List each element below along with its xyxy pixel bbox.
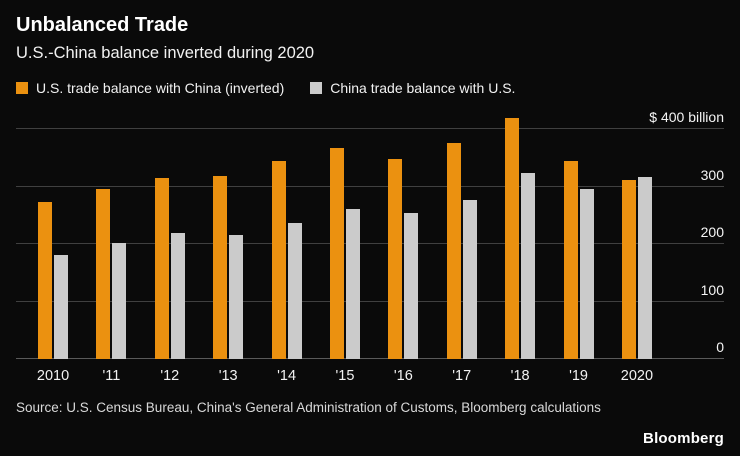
source-note: Source: U.S. Census Bureau, China's Gene…	[16, 400, 601, 415]
legend-item: U.S. trade balance with China (inverted)	[16, 80, 284, 96]
bar	[287, 222, 302, 359]
bar	[579, 188, 594, 359]
bar	[54, 254, 68, 359]
chart-header: Unbalanced Trade U.S.-China balance inve…	[0, 0, 740, 63]
x-tick-label: '16	[393, 368, 413, 384]
bar	[38, 202, 52, 359]
bar	[505, 118, 520, 359]
bar-group	[154, 177, 185, 359]
bar-group	[505, 118, 536, 359]
legend-item: China trade balance with U.S.	[310, 80, 515, 96]
bar-chart: 0 100 200 300 $ 400 billion	[16, 109, 724, 359]
bar	[345, 208, 360, 359]
bar	[271, 160, 286, 359]
chart-title: Unbalanced Trade	[16, 14, 189, 36]
gridline	[16, 300, 724, 302]
x-tick-label: '11	[102, 368, 121, 384]
bar	[329, 147, 344, 359]
x-tick-label: 2010	[36, 368, 70, 384]
legend: U.S. trade balance with China (inverted)…	[0, 80, 740, 96]
bar-group	[213, 175, 244, 359]
bar-group	[96, 189, 127, 359]
x-axis-labels: 2010 '11 '12 '13 '14 '15 '16 '17 '18 '19 2020	[36, 368, 654, 384]
y-tick-label: 200	[700, 224, 724, 240]
bar-group	[563, 160, 594, 359]
bar	[563, 160, 578, 359]
y-tick-label: 100	[700, 281, 724, 298]
x-tick-label: '15	[335, 368, 355, 384]
bar	[96, 189, 111, 359]
bar	[388, 159, 403, 359]
x-tick-label: '14	[277, 368, 297, 384]
x-tick-label: '19	[569, 368, 588, 384]
x-tick-label: '17	[452, 368, 472, 384]
y-tick-label: 300	[700, 166, 724, 183]
y-tick-label: $ 400 billion	[649, 109, 724, 125]
bar	[170, 233, 185, 359]
bar-group	[329, 147, 360, 359]
bar	[112, 242, 127, 359]
bar-group	[446, 143, 477, 359]
bar	[213, 175, 228, 359]
legend-label: China trade balance with U.S.	[330, 80, 516, 96]
bar	[154, 177, 169, 359]
bar	[446, 143, 461, 359]
bar	[637, 176, 652, 359]
y-tick-label: 0	[716, 339, 724, 355]
x-tick-label: '12	[160, 368, 180, 384]
bar-group	[388, 159, 419, 359]
x-tick-label: 2020	[620, 368, 654, 384]
bloomberg-logo: Bloomberg	[643, 430, 724, 447]
gridline	[16, 128, 724, 129]
gridline	[16, 243, 724, 244]
legend-swatch-icon	[310, 82, 323, 94]
gridline	[16, 185, 724, 187]
x-tick-label: '13	[218, 368, 238, 384]
bar	[229, 234, 244, 359]
bar	[521, 173, 536, 359]
gridline	[16, 358, 724, 359]
bar-group	[621, 176, 652, 359]
bar-groups	[38, 114, 652, 359]
bar	[404, 212, 419, 359]
bar	[621, 180, 636, 359]
bar-group	[38, 202, 68, 359]
bar	[462, 200, 477, 359]
x-tick-label: '18	[510, 368, 530, 384]
chart-subtitle: U.S.-China balance inverted during 2020	[16, 44, 315, 62]
bar-group	[271, 160, 302, 359]
legend-swatch-icon	[16, 82, 28, 94]
legend-label: U.S. trade balance with China (inverted)	[36, 80, 285, 96]
